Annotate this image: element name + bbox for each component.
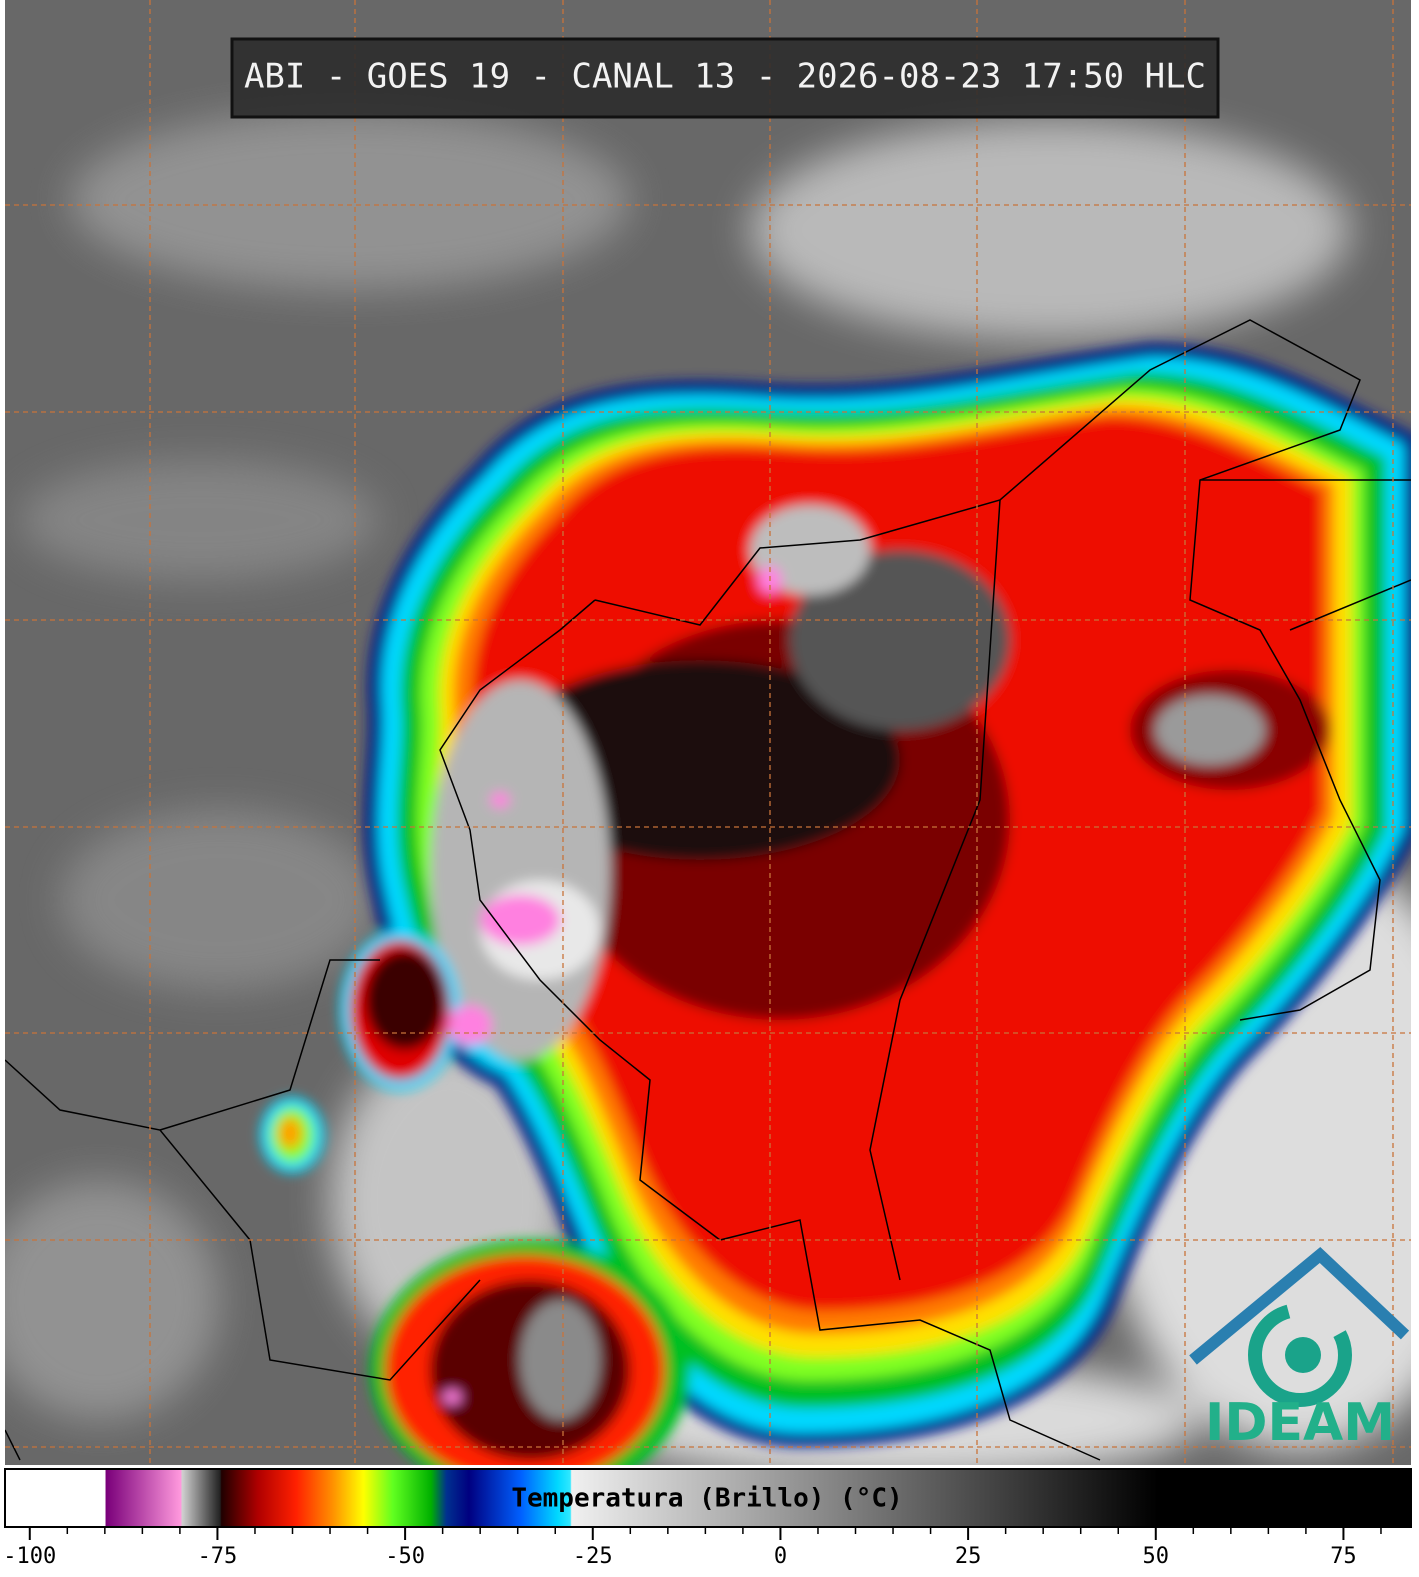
colorbar-tick-label: -50 (385, 1544, 425, 1569)
title: ABI - GOES 19 - CANAL 13 - 2026-08-23 17… (244, 57, 1206, 97)
colorbar-tick-label: -100 (3, 1544, 56, 1569)
colorbar (4, 1468, 1412, 1528)
colorbar-tick-label: -25 (573, 1544, 613, 1569)
colorbar-tick-label: 0 (774, 1544, 787, 1569)
colorbar-tick-label: 75 (1330, 1544, 1357, 1569)
ideam-logo: IDEAM (1189, 1247, 1410, 1453)
colorbar-tick-label: 50 (1143, 1544, 1170, 1569)
graticule (5, 0, 1411, 1465)
colorbar-label: Temperatura (Brillo) (°C) (511, 1484, 902, 1514)
colorbar-tick-label: -75 (198, 1544, 238, 1569)
colorbar-axis: -100 -75 -50 -25 0 25 50 75 (3, 1527, 1382, 1569)
satellite-map: IDEAM (5, 0, 1411, 1465)
logo-text: IDEAM (1205, 1393, 1395, 1453)
title-box (230, 37, 1220, 119)
colorbar-tick-label: 25 (955, 1544, 982, 1569)
